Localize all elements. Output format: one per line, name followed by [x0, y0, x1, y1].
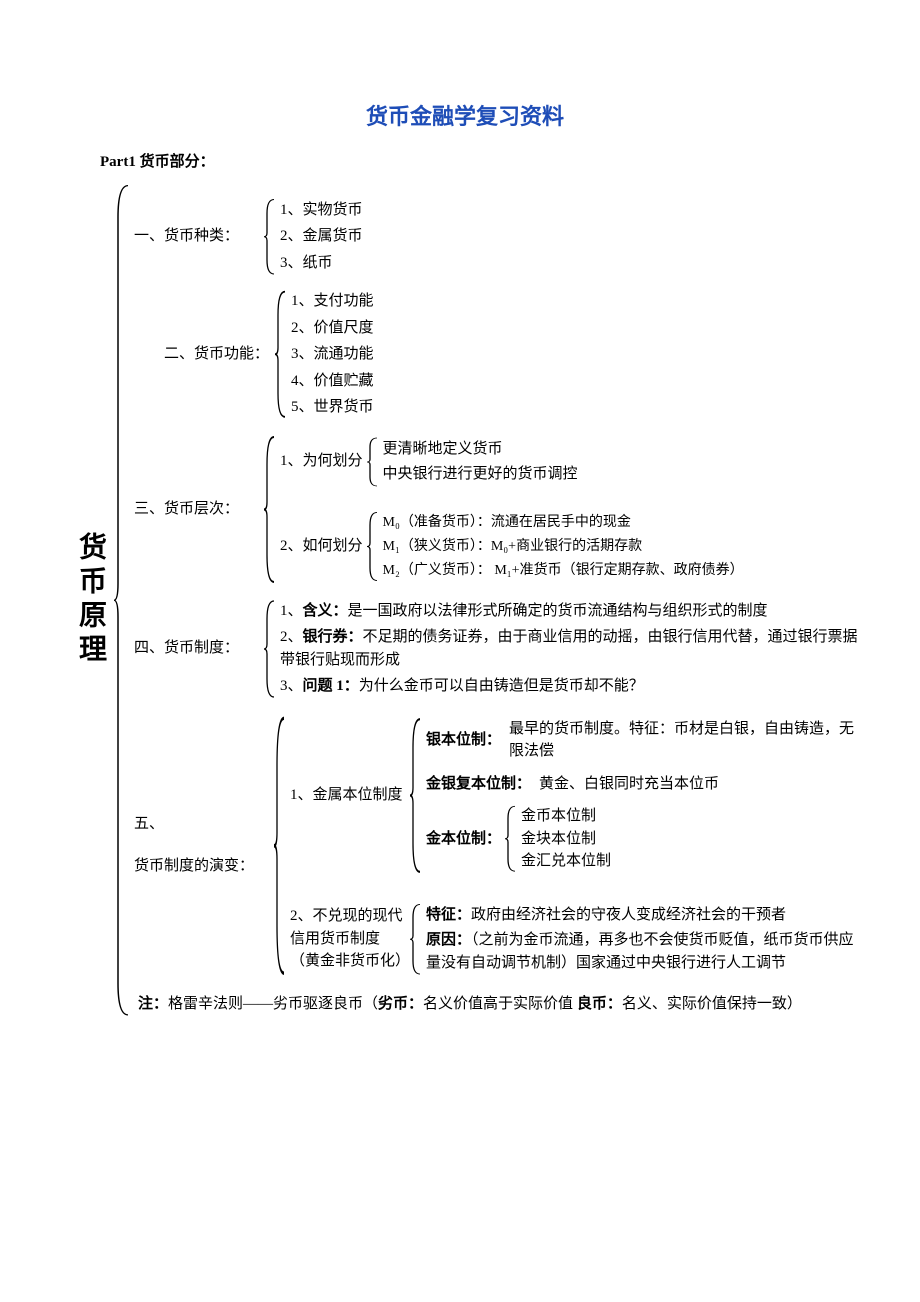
brace-icon	[264, 198, 276, 276]
list-item: 金块本位制	[521, 828, 860, 851]
list-item: M₁（狭义货币）：M₀+商业银行的活期存款	[383, 535, 860, 558]
leaf-label: 银本位制：	[426, 718, 505, 763]
list-item: 2、银行券：不足期的债务证券，由于商业信用的动摇，由银行信用代替，通过银行票据带…	[280, 625, 860, 672]
brace-icon	[410, 903, 422, 976]
list-item: 4、价值贮藏	[291, 369, 860, 394]
list-item: 更清晰地定义货币	[383, 437, 860, 462]
subsection: 1、为何划分 更清晰地定义货币 中央银行进行更好的货币调控	[280, 437, 860, 487]
section-3-head: 三、货币层次：	[134, 434, 264, 585]
brace-icon	[264, 599, 276, 699]
main-brace	[114, 184, 130, 1017]
sub-head: 2、如何划分	[280, 511, 367, 582]
list-item: 中央银行进行更好的货币调控	[383, 462, 860, 487]
list-item: 3、问题 1：为什么金币可以自由铸造但是货币却不能？	[280, 674, 860, 699]
brace-icon	[410, 716, 422, 875]
list-item: 1、实物货币	[280, 198, 860, 223]
brace-icon	[367, 511, 379, 582]
leaf-row: 金本位制： 金币本位制 金块本位制 金汇兑本位制	[426, 805, 860, 873]
list-item: 原因：（之前为金币流通，再多也不会使货币贬值，纸币货币供应量没有自动调节机制）国…	[426, 928, 860, 975]
subsection: 1、金属本位制度 银本位制： 最早的货币制度。特征：币材是白银，自由铸造，无限法…	[290, 716, 860, 875]
leaf-row: 银本位制： 最早的货币制度。特征：币材是白银，自由铸造，无限法偿	[426, 718, 860, 763]
leaf-row: 金银复本位制： 黄金、白银同时充当本位币	[426, 773, 860, 796]
footnote: 注：格雷辛法则——劣币驱逐良币（劣币：名义价值高于实际价值 良币：名义、实际价值…	[134, 992, 860, 1016]
list-item: 2、价值尺度	[291, 316, 860, 341]
brace-icon	[274, 713, 286, 979]
section-2-head: 二、货币功能：	[134, 289, 275, 420]
sub-head: 1、为何划分	[280, 437, 367, 487]
list-item: M₂（广义货币）： M₁+准货币（银行定期存款、政府债券）	[383, 559, 860, 582]
section-4-head: 四、货币制度：	[134, 599, 264, 699]
sub-head: 2、不兑现的现代信用货币制度（黄金非货币化）	[290, 903, 410, 976]
list-item: 金币本位制	[521, 805, 860, 828]
list-item: 3、纸币	[280, 251, 860, 276]
brace-icon	[275, 289, 287, 420]
section-5-head: 五、 货币制度的演变：	[134, 713, 274, 979]
section-5: 五、 货币制度的演变： 1、金属本位制度 银本位制： 最早的货币制度。特征：币材…	[134, 713, 860, 979]
list-item: 特征：政府由经济社会的守夜人变成经济社会的干预者	[426, 903, 860, 928]
list-item: 1、支付功能	[291, 289, 860, 314]
brace-icon	[264, 434, 276, 585]
section-2: 二、货币功能： 1、支付功能 2、价值尺度 3、流通功能 4、价值贮藏 5、世界…	[134, 289, 860, 420]
brace-icon	[505, 805, 517, 873]
list-item: 1、含义：是一国政府以法律形式所确定的货币流通结构与组织形式的制度	[280, 599, 860, 624]
list-item: M₀（准备货币）：流通在居民手中的现金	[383, 511, 860, 534]
sub-head: 1、金属本位制度	[290, 716, 410, 875]
list-item: 5、世界货币	[291, 395, 860, 420]
leaf-label: 金本位制：	[426, 805, 505, 873]
page-title: 货币金融学复习资料	[70, 100, 860, 133]
main-outline: 货币原理 一、货币种类： 1、实物货币 2、金属货币 3、纸币 二、货币功能： …	[70, 184, 860, 1017]
leaf-text: 最早的货币制度。特征：币材是白银，自由铸造，无限法偿	[505, 718, 860, 763]
subsection: 2、如何划分 M₀（准备货币）：流通在居民手中的现金 M₁（狭义货币）：M₀+商…	[280, 511, 860, 582]
part-header: Part1 货币部分：	[100, 151, 860, 174]
section-3: 三、货币层次： 1、为何划分 更清晰地定义货币 中央银行进行更好的货币调控 2、…	[134, 434, 860, 585]
section-1: 一、货币种类： 1、实物货币 2、金属货币 3、纸币	[134, 198, 860, 276]
side-label: 货币原理	[70, 184, 114, 1017]
section-1-head: 一、货币种类：	[134, 198, 264, 276]
section-4: 四、货币制度： 1、含义：是一国政府以法律形式所确定的货币流通结构与组织形式的制…	[134, 599, 860, 699]
leaf-text: 黄金、白银同时充当本位币	[535, 773, 860, 796]
brace-icon	[367, 437, 379, 487]
subsection: 2、不兑现的现代信用货币制度（黄金非货币化） 特征：政府由经济社会的守夜人变成经…	[290, 903, 860, 976]
list-item: 金汇兑本位制	[521, 850, 860, 873]
list-item: 2、金属货币	[280, 224, 860, 249]
list-item: 3、流通功能	[291, 342, 860, 367]
leaf-label: 金银复本位制：	[426, 773, 535, 796]
